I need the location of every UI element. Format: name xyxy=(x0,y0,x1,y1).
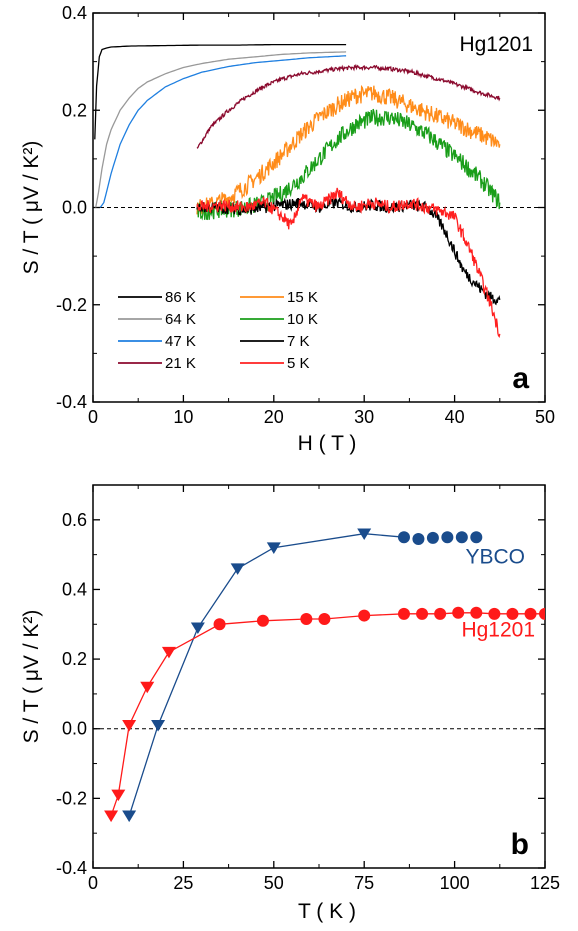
legend-label: 5 K xyxy=(287,355,310,372)
circle-point xyxy=(416,607,429,620)
y-tick-label: 0.6 xyxy=(62,510,87,530)
y-tick-label: -0.2 xyxy=(56,295,87,315)
panel-b: 0 25 50 75 100 125 -0.4 -0.2 0.0 0.2 0.4 0.6 T ( K )… xyxy=(20,484,560,923)
series-line xyxy=(128,533,405,816)
circle-point xyxy=(318,613,331,626)
triangle-point xyxy=(122,810,137,823)
circle-point xyxy=(539,607,545,620)
y-tick-label: 0.0 xyxy=(62,719,87,739)
triangle-point xyxy=(122,719,137,732)
panel-a: 0 10 20 30 40 50 -0.4 -0.2 0.0 0.2 0.4 H ( T ) S / T… xyxy=(20,3,555,455)
circle-point xyxy=(426,531,439,544)
plot-area xyxy=(94,43,501,338)
x-axis-label: T ( K ) xyxy=(298,900,356,923)
series-line-15K xyxy=(196,84,501,215)
sample-label: Hg1201 xyxy=(459,33,533,56)
series-line-10K xyxy=(196,108,501,221)
y-tick-label: 0.0 xyxy=(62,198,87,218)
triangle-point xyxy=(111,789,126,802)
legend-label: 86 K xyxy=(165,289,196,306)
x-tick-label: 25 xyxy=(173,873,193,893)
circle-point xyxy=(470,531,483,544)
y-tick-label: 0.2 xyxy=(62,649,87,669)
series-line-64K xyxy=(95,51,347,208)
x-tick-label: 40 xyxy=(445,407,465,427)
panel-letter: b xyxy=(511,828,529,861)
y-tick-label: 0.2 xyxy=(62,100,87,120)
x-tick-label: 0 xyxy=(88,407,98,427)
triangle-point xyxy=(357,528,372,541)
triangle-point xyxy=(161,646,176,659)
plot-frame xyxy=(92,484,546,869)
y-tick-label: -0.2 xyxy=(56,788,87,808)
circle-point xyxy=(524,607,537,620)
y-tick-label: 0.4 xyxy=(62,579,87,599)
legend-label: 10 K xyxy=(287,311,318,328)
x-tick-label: 75 xyxy=(354,873,374,893)
x-tick-label: 10 xyxy=(173,407,193,427)
legend-label: 15 K xyxy=(287,289,318,306)
y-tick-label: -0.4 xyxy=(56,392,87,412)
series-line-47K xyxy=(99,55,347,208)
circle-point xyxy=(256,614,269,627)
circle-point xyxy=(488,607,501,620)
legend-label: 7 K xyxy=(287,333,310,350)
circle-point xyxy=(397,607,410,620)
triangle-point xyxy=(230,563,245,575)
series-line-7K xyxy=(196,197,501,306)
legend-label: 64 K xyxy=(165,311,196,328)
circle-point xyxy=(397,531,410,544)
circle-point xyxy=(506,607,519,620)
series-line-21K xyxy=(196,63,501,149)
circle-point xyxy=(455,531,468,544)
triangle-point xyxy=(266,542,281,554)
legend-label: 47 K xyxy=(165,333,196,350)
circle-point xyxy=(213,618,226,631)
y-tick-label: -0.4 xyxy=(56,858,87,878)
x-tick-label: 125 xyxy=(530,873,560,893)
circle-point xyxy=(441,531,454,544)
circle-point xyxy=(434,607,447,620)
series-line-5K xyxy=(196,187,501,338)
x-tick-label: 100 xyxy=(440,873,470,893)
x-tick-label: 30 xyxy=(354,407,374,427)
circle-point xyxy=(412,532,425,545)
x-tick-label: 20 xyxy=(264,407,284,427)
plot-area xyxy=(104,528,545,823)
series-label-hg1201: Hg1201 xyxy=(461,618,535,641)
triangle-point xyxy=(104,810,119,823)
y-axis-label: S / T ( μV / K²) xyxy=(20,141,43,275)
triangle-point xyxy=(140,681,155,694)
panel-letter: a xyxy=(512,362,529,395)
series-label-ybco: YBCO xyxy=(465,545,525,568)
circle-point xyxy=(300,613,313,626)
series-YBCO xyxy=(122,528,483,823)
circle-point xyxy=(470,606,483,619)
series-line xyxy=(110,612,545,817)
plot-frame xyxy=(92,12,546,403)
x-axis-label: H ( T ) xyxy=(298,432,357,455)
circle-point xyxy=(358,609,371,622)
legend: 86 K 64 K 47 K 21 K 15 K 10 K 7 K 5 K xyxy=(118,289,318,372)
circle-point xyxy=(452,606,465,619)
y-axis-label: S / T ( μV / K²) xyxy=(20,610,43,744)
series-Hg1201 xyxy=(104,606,545,823)
x-tick-label: 50 xyxy=(264,873,284,893)
series-line-86K xyxy=(94,43,347,140)
legend-label: 21 K xyxy=(165,355,196,372)
x-tick-label: 0 xyxy=(88,873,98,893)
x-tick-label: 50 xyxy=(535,407,555,427)
y-tick-label: 0.4 xyxy=(62,3,87,23)
triangle-point xyxy=(190,622,205,635)
triangle-point xyxy=(151,719,166,732)
